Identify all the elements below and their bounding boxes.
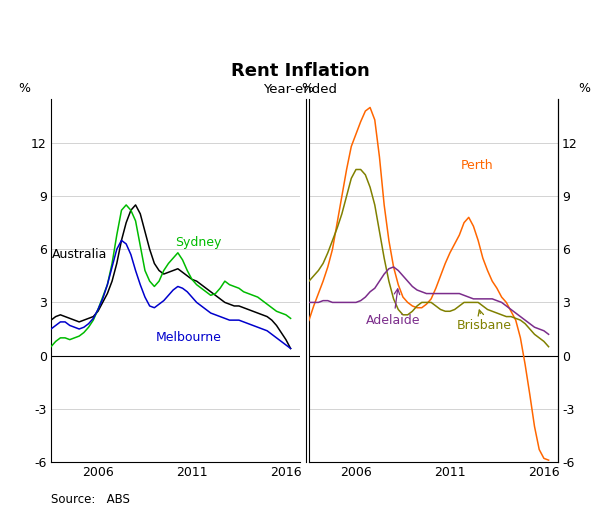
Text: Year-ended: Year-ended	[263, 83, 337, 96]
Text: Rent Inflation: Rent Inflation	[230, 62, 370, 80]
Text: %: %	[19, 82, 31, 95]
Text: Adelaide: Adelaide	[367, 289, 421, 326]
Text: %: %	[578, 82, 590, 95]
Text: Brisbane: Brisbane	[456, 310, 511, 332]
Text: Perth: Perth	[461, 159, 494, 172]
Text: Sydney: Sydney	[175, 236, 221, 249]
Text: Melbourne: Melbourne	[156, 332, 222, 345]
Text: %: %	[302, 82, 314, 95]
Text: Australia: Australia	[52, 248, 107, 261]
Text: Source:   ABS: Source: ABS	[51, 493, 130, 506]
